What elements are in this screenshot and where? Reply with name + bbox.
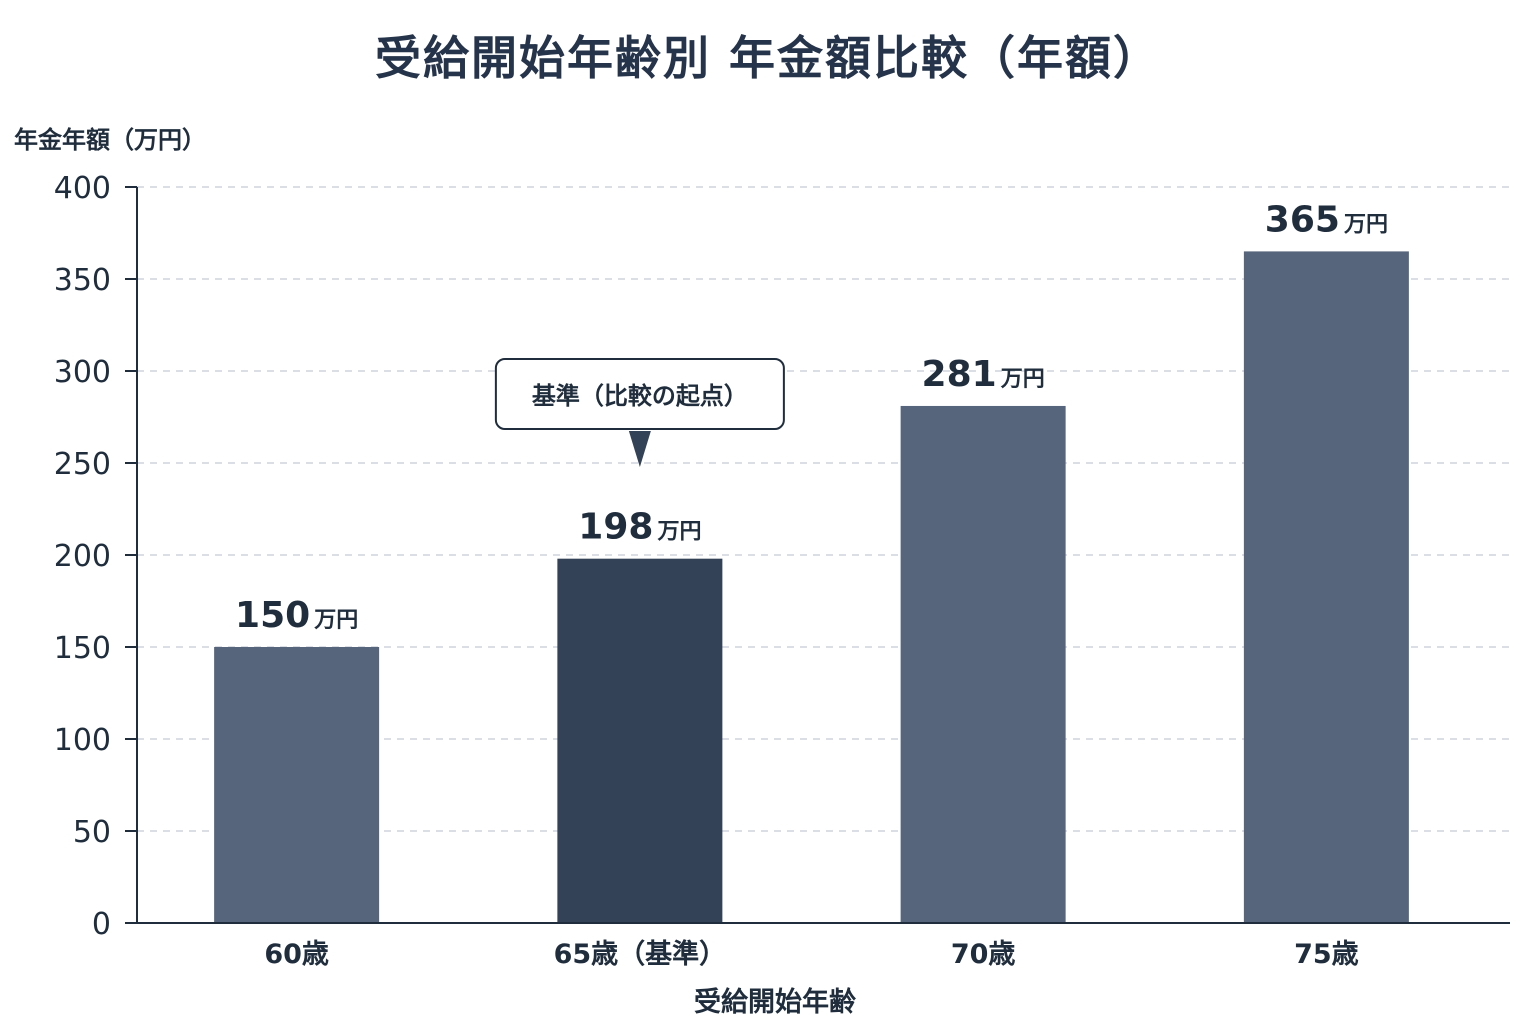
bar-highlight: [557, 558, 723, 923]
y-tick-label: 150: [54, 631, 111, 666]
bars: [214, 251, 1409, 924]
y-tick-label: 250: [54, 447, 111, 482]
data-label: 281 万円: [922, 354, 1045, 395]
y-tick-label: 200: [54, 539, 111, 574]
y-tick-label: 400: [54, 171, 111, 206]
callout-box: [494, 358, 785, 430]
y-tick-label: 300: [54, 355, 111, 390]
x-tick-label: 70歳: [951, 939, 1016, 970]
x-tick-label: 60歳: [264, 939, 329, 970]
y-tick-label: 0: [92, 907, 111, 942]
y-tick-label: 100: [54, 723, 111, 758]
data-label: 198 万円: [578, 507, 701, 548]
y-tick-label: 350: [54, 263, 111, 298]
y-axis-title: 年金年額（万円）: [14, 126, 206, 154]
labels: 0 50 100 150 200 250 300 350 400 150 万円 60歳 198 万円 65歳…: [54, 171, 1388, 970]
callout: 基準（比較の起点）: [494, 358, 785, 467]
axes: [125, 186, 1510, 924]
callout-pointer: [628, 431, 651, 467]
bar: [1243, 251, 1409, 923]
x-axis-title: 受給開始年齢: [694, 986, 856, 1018]
bar: [214, 647, 380, 923]
data-label: 365 万円: [1265, 199, 1388, 240]
callout-text: 基準（比較の起点）: [532, 382, 748, 410]
bar: [900, 405, 1066, 924]
y-tick-label: 50: [73, 815, 111, 850]
x-tick-label: 75歳: [1294, 939, 1359, 970]
chart-title: 受給開始年齢別 年金額比較（年額）: [374, 31, 1161, 85]
data-label: 150 万円: [235, 595, 358, 636]
x-tick-label: 65歳（基準）: [554, 938, 727, 970]
